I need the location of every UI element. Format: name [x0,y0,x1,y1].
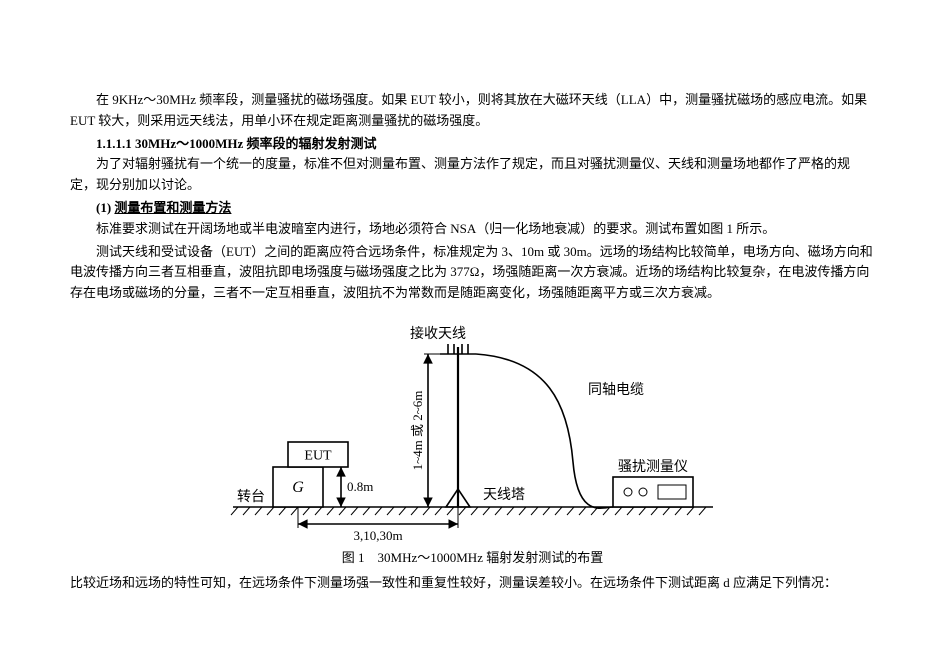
paragraph-4: 测试天线和受试设备（EUT）之间的距离应符合远场条件，标准规定为 3、10m 或… [70,242,875,304]
subsection-1: (1) 测量布置和测量方法 [70,198,875,219]
svg-text:骚扰测量仪: 骚扰测量仪 [618,459,688,475]
paragraph-5: 比较近场和远场的特性可知，在远场条件下测量场强一致性和重复性较好，测量误差较小。… [70,573,875,594]
paragraph-1: 在 9KHz～30MHz 频率段，测量骚扰的磁场强度。如果 EUT 较小，则将其… [70,90,875,132]
svg-text:接收天线: 接收天线 [410,325,466,342]
svg-text:0.8m: 0.8m [347,479,373,494]
diagram-radiated-emission-setup: G 转台 EUT 0.8m 接收天线天线塔 1~4m 或 2~6m 同轴电缆骚扰测量仪 3,1… [213,312,733,542]
paragraph-3: 标准要求测试在开阔场地或半电波暗室内进行，场地必须符合 NSA（归一化场地衰减）… [70,219,875,240]
svg-text:G: G [292,479,304,496]
subsection-1-title: 测量布置和测量方法 [114,200,231,215]
paragraph-2: 为了对辐射骚扰有一个统一的度量，标准不但对测量布置、测量方法作了规定，而且对骚扰… [70,154,875,196]
figure-1-caption: 图 1 30MHz～1000MHz 辐射发射测试的布置 [342,548,603,569]
figure-1: G 转台 EUT 0.8m 接收天线天线塔 1~4m 或 2~6m 同轴电缆骚扰测量仪 3,1… [70,312,875,569]
svg-text:3,10,30m: 3,10,30m [353,528,402,542]
svg-text:EUT: EUT [304,448,332,463]
svg-text:1~4m 或 2~6m: 1~4m 或 2~6m [410,391,425,471]
svg-text:天线塔: 天线塔 [483,487,525,503]
section-heading: 1.1.1.1 30MHz～1000MHz 频率段的辐射发射测试 [70,134,875,155]
svg-text:转台: 转台 [237,489,265,505]
subsection-1-num: (1) [96,200,114,215]
svg-text:同轴电缆: 同轴电缆 [588,382,644,398]
